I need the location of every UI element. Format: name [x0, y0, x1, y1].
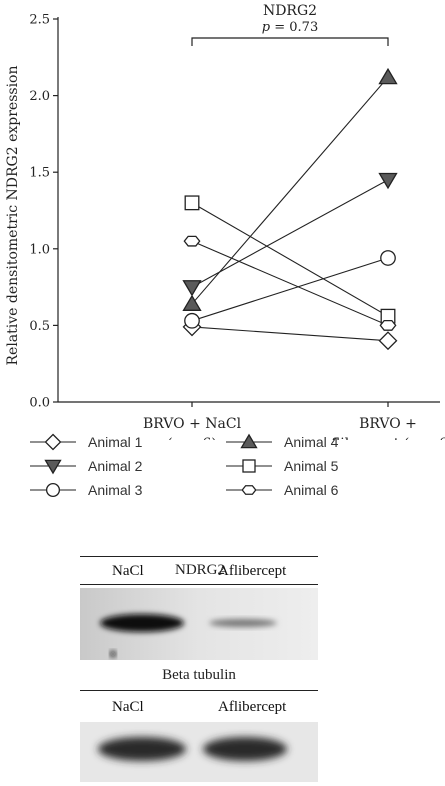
significance-bracket: [191, 37, 389, 46]
series-line-animal-6: [191, 240, 389, 326]
legend-label: Animal 4: [284, 434, 339, 450]
data-point-animal-3: [380, 250, 396, 266]
x-tick-label: (n = 6): [167, 436, 217, 440]
legend-marker: [44, 459, 62, 475]
legend-item-animal-4: Animal 4: [224, 432, 338, 452]
legend-label: Animal 3: [88, 482, 143, 498]
legend-marker-icon: [30, 459, 76, 475]
legend-item-animal-2: Animal 2: [28, 456, 142, 476]
band-tubulin-nacl: [98, 737, 186, 761]
data-point-animal-3: [184, 312, 200, 329]
data-point-animal-1: [378, 331, 398, 351]
legend-marker: [240, 433, 258, 449]
data-point-animal-4: [182, 294, 202, 311]
series-line-animal-1: [191, 326, 389, 342]
blot-1-rule-lower: [80, 584, 318, 585]
series-line-animal-2: [191, 179, 389, 288]
y-tick-label: 2.0: [29, 89, 50, 104]
blot-2-rule: [80, 690, 318, 691]
data-point-animal-6: [379, 319, 397, 331]
y-tick-label: 0.0: [29, 396, 50, 411]
legend-marker: [45, 482, 61, 498]
legend-item-animal-6: Animal 6: [224, 480, 338, 500]
blot-2-title: Beta tubulin: [162, 667, 236, 683]
x-tick-label: BRVO + NaCl: [143, 416, 242, 432]
x-tick-label: aflibercept (n = 6): [323, 436, 445, 440]
chart-title: NDRG2: [263, 3, 317, 19]
data-point-animal-5: [184, 195, 200, 211]
series-line-animal-5: [191, 202, 389, 317]
legend-item-animal-5: Animal 5: [224, 456, 338, 476]
blot-1-title: NDRG2: [174, 562, 225, 578]
data-point-animal-2: [378, 172, 398, 190]
legend-marker-icon: [226, 433, 272, 449]
legend-label: Animal 2: [88, 458, 143, 474]
legend-marker-icon: [30, 482, 76, 498]
band-nacl: [100, 614, 184, 632]
legend-marker-icon: [30, 433, 76, 451]
legend-marker: [241, 485, 257, 495]
blot-1-image: [80, 588, 318, 660]
y-tick-label: 1.0: [29, 242, 50, 257]
blot-2-image: [80, 722, 318, 782]
series-line-animal-4: [191, 76, 389, 305]
y-tick-label: 2.5: [29, 13, 50, 28]
data-point-animal-2: [182, 280, 202, 297]
legend-label: Animal 1: [88, 434, 143, 450]
legend-label: Animal 5: [284, 458, 339, 474]
legend-marker-icon: [226, 485, 272, 495]
ndrg2-chart: 0.0 0.5 1.0 1.5 2.0 2.5 BRVO + NaCl (n = 6) BRVO…: [5, 3, 445, 440]
blot-1-col-nacl: NaCl: [112, 563, 144, 579]
series-line-animal-3: [191, 257, 389, 322]
legend-item-animal-1: Animal 1: [28, 432, 142, 452]
band-tubulin-aflibercept: [203, 737, 287, 761]
legend-label: Animal 6: [284, 482, 339, 498]
y-tick-label: 1.5: [29, 166, 50, 181]
band-aflibercept: [209, 619, 277, 627]
blot-2-col-nacl: NaCl: [112, 699, 144, 715]
blot-1-col-aflibercept: Aflibercept: [218, 563, 287, 579]
legend-item-animal-3: Animal 3: [28, 480, 142, 500]
y-axis-label: Relative densitometric NDRG2 expression: [5, 66, 21, 366]
blot-2-col-aflibercept: Aflibercept: [218, 699, 287, 715]
legend: Animal 1 Animal 2 Animal 3 Animal 4 Animal 5…: [28, 432, 428, 532]
legend-marker: [242, 459, 256, 473]
legend-marker-icon: [226, 459, 272, 473]
blot-1-rule: [80, 556, 318, 557]
x-tick-label: BRVO +: [359, 416, 417, 432]
p-value-label: p = 0.73: [262, 20, 318, 35]
y-tick-label: 0.5: [29, 319, 50, 334]
legend-marker: [44, 433, 62, 451]
data-point-animal-6: [183, 235, 201, 247]
data-point-animal-4: [378, 67, 398, 85]
